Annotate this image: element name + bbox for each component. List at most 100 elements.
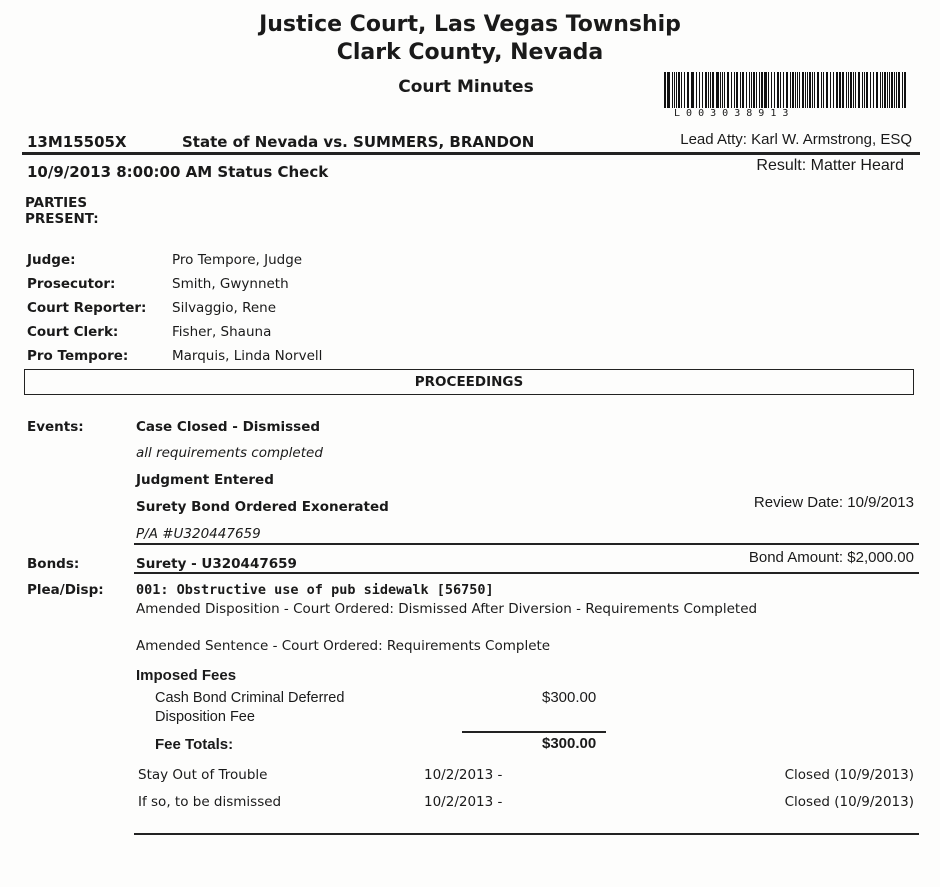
barcode-bar [808,72,811,108]
barcode-bar [739,72,741,108]
barcode-bar [814,72,816,108]
barcode-bar [838,72,840,108]
event-note: all requirements completed [136,445,323,461]
barcode-bar [889,72,891,108]
fee-name: Cash Bond Criminal Deferred [155,690,345,706]
barcode-bar [735,72,738,108]
barcode-bar [901,72,903,108]
bond: Surety - U320447659 [136,556,297,572]
barcode-bar [753,72,756,108]
barcode-bar [832,72,834,108]
fee-amount: $300.00 [542,689,597,706]
barcode-number: L 0 0 3 0 3 8 9 1 3 [674,108,789,119]
proceedings-banner: PROCEEDINGS [24,369,914,395]
barcode-bar [686,72,689,108]
hearing-info: 10/9/2013 8:00:00 AM Status Check [27,163,329,181]
barcode-bar [904,72,906,108]
barcode-bar [683,72,685,108]
barcode-bar [711,72,714,108]
barcode-bar [883,72,886,108]
amended-sentence: Amended Sentence - Court Ordered: Requir… [136,638,551,654]
barcode-bar [846,72,847,108]
party-role: Pro Tempore: [27,348,129,364]
charge: 001: Obstructive use of pub sidewalk [56… [136,582,494,598]
barcode-bar [870,72,871,108]
party-name: Silvaggio, Rene [172,300,277,316]
condition-name: Stay Out of Trouble [138,767,268,783]
barcode-bar [702,72,704,108]
document-subtitle: Court Minutes [398,77,534,97]
barcode-bar [785,72,788,108]
case-caption: State of Nevada vs. SUMMERS, BRANDON [182,133,535,151]
barcode-bar [760,72,763,108]
condition-status: Closed (10/9/2013) [784,767,914,783]
party-name: Marquis, Linda Norvell [172,348,323,364]
party-role: Judge: [27,252,76,268]
bonds-label: Bonds: [27,556,80,572]
barcode-bar [731,72,732,108]
condition-start-date: 10/2/2013 - [424,767,503,783]
lead-attorney: Lead Atty: Karl W. Armstrong, ESQ [680,131,912,148]
barcode-bar [763,72,765,108]
barcode-bar [789,72,791,108]
barcode-bar [898,72,900,108]
party-name: Smith, Gwynneth [172,276,289,292]
party-name: Pro Tempore, Judge [172,252,303,268]
condition-name: If so, to be dismissed [138,794,282,810]
barcode-bar [664,72,666,108]
barcode-bar [690,72,692,108]
fee-name-2: Disposition Fee [155,709,255,725]
barcode-bar [835,72,838,108]
barcode-bar [671,72,674,108]
party-name: Fisher, Shauna [172,324,272,340]
barcode-bar [798,72,801,108]
barcode-bar [722,72,724,108]
barcode-bar [857,72,860,108]
barcode-bar [692,72,694,108]
county-title: Clark County, Nevada [336,40,604,65]
barcode-bar [699,72,701,108]
barcode-bar [866,72,869,108]
barcode-bar [717,72,719,108]
barcode-bar [678,72,681,108]
court-title: Justice Court, Las Vegas Township [259,12,681,37]
barcode-bar [765,72,767,108]
barcode-bar [881,72,883,108]
barcode-bar [724,72,726,108]
barcode-bar [777,72,780,108]
barcode-bar [709,72,711,108]
barcode-bar [847,72,850,108]
barcode-bar [829,72,831,108]
barcode-bar [886,72,888,108]
barcode-bar [894,72,895,108]
fee-totals: $300.00 [542,735,597,752]
barcode-bar [674,72,676,108]
barcode-bar [821,72,822,108]
barcode-bar [756,72,757,108]
barcode-bar [822,72,825,108]
barcode-bar [705,72,708,108]
barcode-bar [767,72,770,108]
barcode-bar [876,72,878,108]
case-number: 13M15505X [27,133,127,151]
barcode-bar [895,72,898,108]
barcode-bar [872,72,875,108]
parties-heading-2: PRESENT: [25,211,99,227]
barcode-bar [780,72,781,108]
barcode-bar [676,72,678,108]
barcode-bar [695,72,698,108]
barcode [664,72,908,108]
barcode-bar [797,72,798,108]
events-label: Events: [27,419,84,435]
barcode-bar [817,72,820,108]
barcode-bar [794,72,797,108]
barcode-bar [854,72,856,108]
barcode-bar [864,72,866,108]
barcode-bar [742,72,744,108]
amended-disposition: Amended Disposition - Court Ordered: Dis… [136,601,758,617]
party-role: Court Reporter: [27,300,147,316]
pa-number: P/A #U320447659 [136,526,261,542]
barcode-bar [745,72,748,108]
barcode-bar [719,72,722,108]
barcode-bar [802,72,804,108]
